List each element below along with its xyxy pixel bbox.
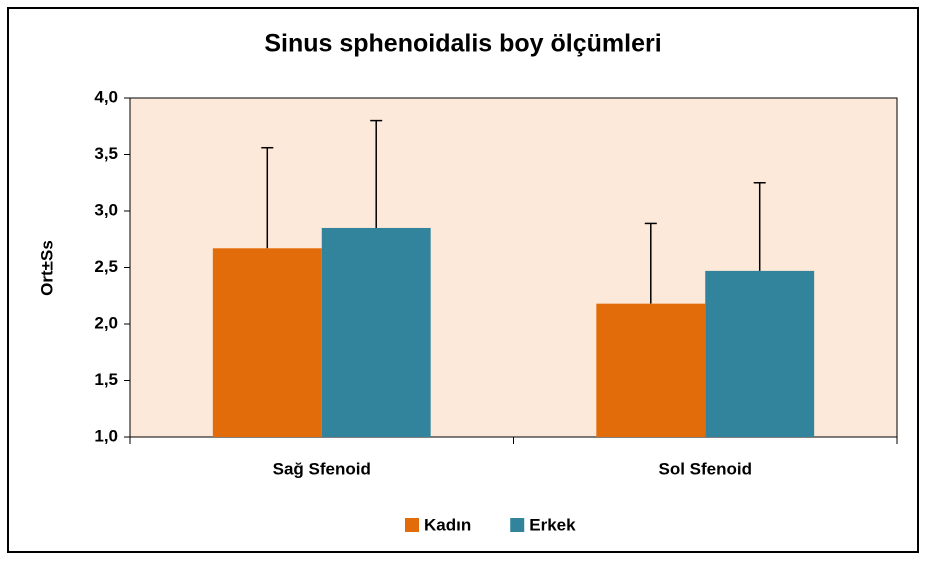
y-tick-label: 2,5 bbox=[94, 257, 118, 276]
legend-label: Kadın bbox=[424, 515, 471, 534]
y-tick-label: 4,0 bbox=[94, 87, 118, 106]
y-tick-label: 3,0 bbox=[94, 200, 118, 219]
x-tick-label: Sağ Sfenoid bbox=[273, 459, 371, 478]
chart-title: Sinus sphenoidalis boy ölçümleri bbox=[264, 30, 661, 58]
legend-swatch bbox=[510, 518, 525, 532]
y-tick-label: 3,5 bbox=[94, 144, 118, 163]
legend-swatch bbox=[405, 518, 419, 532]
bar bbox=[212, 248, 322, 437]
x-tick-label: Sol Sfenoid bbox=[659, 459, 753, 478]
bar bbox=[596, 303, 706, 437]
y-tick-label: 1,0 bbox=[94, 426, 118, 445]
y-tick-label: 1,5 bbox=[94, 370, 118, 389]
bar bbox=[705, 270, 815, 437]
legend-label: Erkek bbox=[529, 515, 576, 534]
y-axis-label: Ort±Ss bbox=[37, 240, 56, 296]
bar bbox=[321, 227, 431, 437]
y-tick-label: 2,0 bbox=[94, 313, 118, 332]
